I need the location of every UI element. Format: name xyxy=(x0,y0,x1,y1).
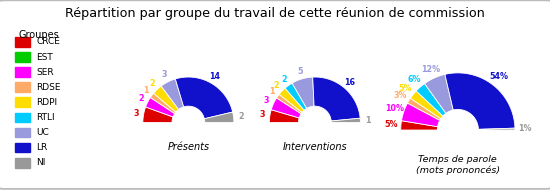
Text: 54%: 54% xyxy=(489,73,508,82)
Polygon shape xyxy=(279,88,304,112)
Polygon shape xyxy=(425,74,453,113)
Text: Groupes: Groupes xyxy=(19,30,59,40)
Text: Présents: Présents xyxy=(167,142,210,153)
Text: 1: 1 xyxy=(269,87,274,96)
Polygon shape xyxy=(175,77,233,119)
Text: 1: 1 xyxy=(365,116,371,124)
Bar xyxy=(15,97,30,107)
Text: 10%: 10% xyxy=(385,104,404,113)
Text: 2: 2 xyxy=(281,75,287,84)
Text: RTLI: RTLI xyxy=(36,113,55,122)
Text: 5%: 5% xyxy=(384,120,398,129)
Polygon shape xyxy=(313,77,360,121)
Polygon shape xyxy=(277,94,302,114)
Polygon shape xyxy=(204,112,234,123)
Polygon shape xyxy=(150,93,176,114)
Bar xyxy=(15,67,30,77)
Text: Temps de parole
(mots prononcés): Temps de parole (mots prononcés) xyxy=(416,154,500,175)
Text: 1: 1 xyxy=(143,86,148,95)
Text: 6%: 6% xyxy=(407,75,421,84)
Polygon shape xyxy=(153,86,179,112)
Text: 2: 2 xyxy=(149,79,155,88)
Text: 3: 3 xyxy=(133,109,139,118)
Bar xyxy=(15,158,30,168)
Polygon shape xyxy=(416,84,446,116)
Text: 2: 2 xyxy=(273,81,279,90)
Text: EST: EST xyxy=(36,53,53,62)
Bar xyxy=(15,128,30,137)
Polygon shape xyxy=(292,77,314,108)
Text: LR: LR xyxy=(36,143,47,152)
Text: 5%: 5% xyxy=(399,84,412,93)
Bar xyxy=(15,82,30,92)
Text: Répartition par groupe du travail de cette réunion de commission: Répartition par groupe du travail de cet… xyxy=(65,7,485,20)
Text: 3: 3 xyxy=(263,96,269,105)
Polygon shape xyxy=(401,121,438,130)
Polygon shape xyxy=(410,91,443,119)
Polygon shape xyxy=(270,110,299,123)
Polygon shape xyxy=(285,83,307,110)
FancyBboxPatch shape xyxy=(2,17,130,185)
Polygon shape xyxy=(478,128,515,130)
Polygon shape xyxy=(161,79,184,109)
Text: 5: 5 xyxy=(297,67,302,76)
Bar xyxy=(15,143,30,152)
Text: RDSE: RDSE xyxy=(36,83,60,92)
Polygon shape xyxy=(402,103,440,127)
Text: 16: 16 xyxy=(344,78,355,87)
Text: 14: 14 xyxy=(210,72,221,81)
Text: CRCE: CRCE xyxy=(36,37,60,47)
Polygon shape xyxy=(408,98,441,120)
Text: 1%: 1% xyxy=(518,124,531,133)
Polygon shape xyxy=(445,73,515,129)
Text: 3: 3 xyxy=(260,110,265,120)
Text: SER: SER xyxy=(36,68,54,77)
Text: NI: NI xyxy=(36,158,46,167)
Bar xyxy=(15,37,30,47)
Text: 3: 3 xyxy=(162,70,167,79)
Text: 12%: 12% xyxy=(421,65,440,74)
Text: 3%: 3% xyxy=(394,91,408,100)
Polygon shape xyxy=(331,118,360,123)
Polygon shape xyxy=(271,98,301,118)
Text: UC: UC xyxy=(36,128,49,137)
Text: 2: 2 xyxy=(138,94,144,103)
Polygon shape xyxy=(143,107,173,123)
Bar xyxy=(15,52,30,62)
Bar xyxy=(15,112,30,122)
Text: 2: 2 xyxy=(239,112,244,121)
Text: RDPI: RDPI xyxy=(36,98,57,107)
Text: Interventions: Interventions xyxy=(283,142,347,153)
Polygon shape xyxy=(146,97,175,117)
